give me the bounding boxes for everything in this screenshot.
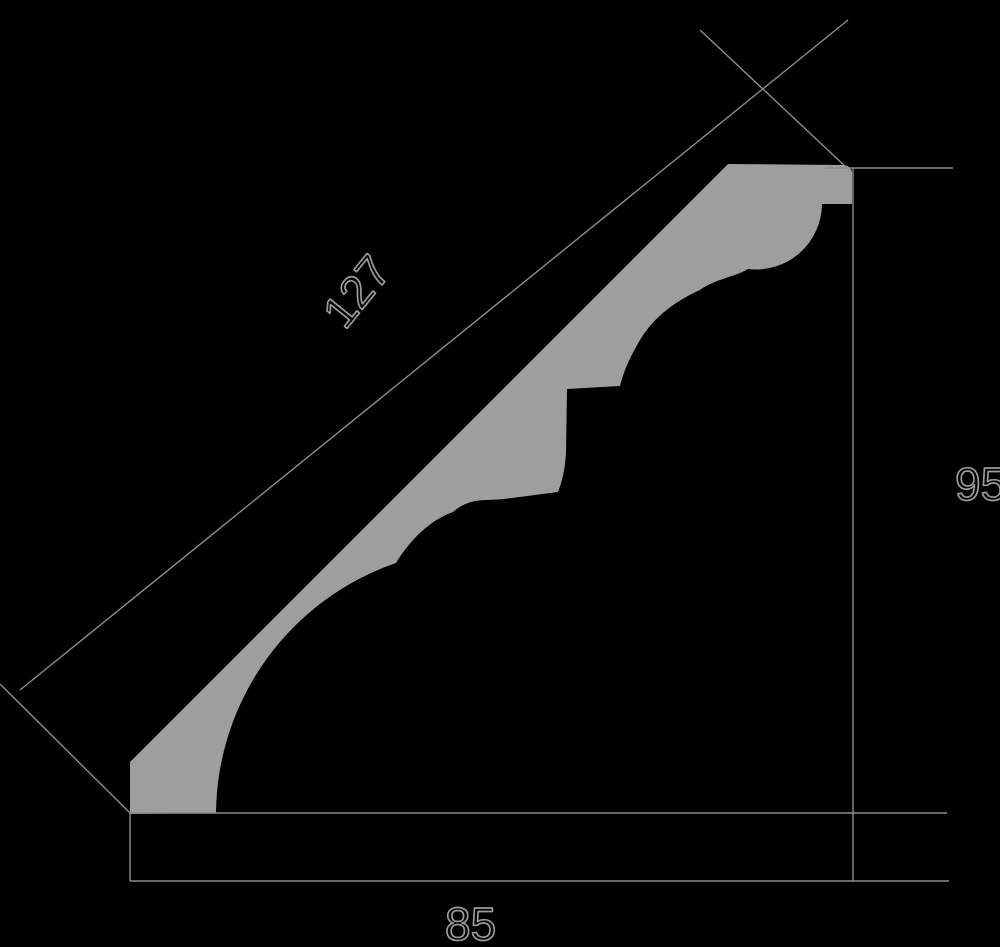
svg-text:85: 85 (445, 898, 496, 947)
svg-text:95: 95 (955, 458, 1000, 510)
